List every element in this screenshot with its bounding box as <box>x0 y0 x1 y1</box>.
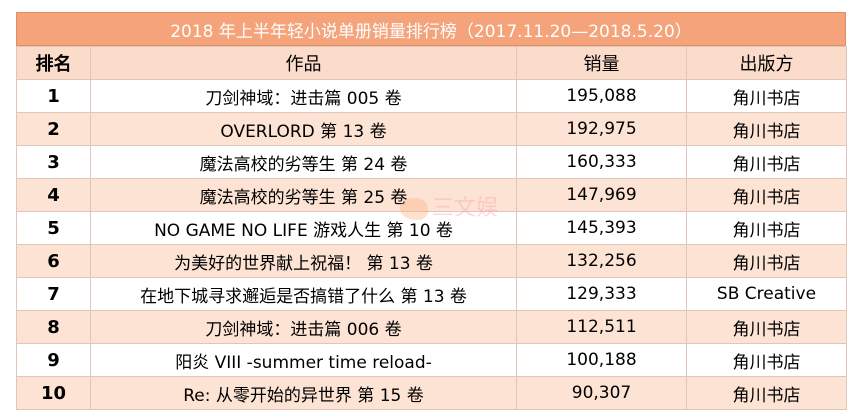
table-row: 10 Re: 从零开始的异世界 第 15 卷 90,307 角川书店 <box>16 376 847 410</box>
publisher-cell: 角川书店 <box>686 178 847 212</box>
rank-cell: 3 <box>16 145 91 179</box>
table-row: 8 刀剑神域：进击篇 006 卷 112,511 角川书店 <box>16 310 847 344</box>
table-row: 2 OVERLORD 第 13 卷 192,975 角川书店 <box>16 112 847 146</box>
publisher-cell: 角川书店 <box>686 79 847 113</box>
rank-cell: 6 <box>16 244 91 278</box>
table-title: 2018 年上半年轻小说单册销量排行榜（2017.11.20—2018.5.20… <box>16 12 846 46</box>
header-rank: 排名 <box>16 46 91 80</box>
table-row: 6 为美好的世界献上祝福！ 第 13 卷 132,256 角川书店 <box>16 244 847 278</box>
ranking-table-container: 2018 年上半年轻小说单册销量排行榜（2017.11.20—2018.5.20… <box>16 12 847 410</box>
sales-cell: 192,975 <box>516 112 687 146</box>
rank-cell: 10 <box>16 376 91 410</box>
sales-cell: 129,333 <box>516 277 687 311</box>
header-sales: 销量 <box>516 46 687 80</box>
table-row: 7 在地下城寻求邂逅是否搞错了什么 第 13 卷 129,333 SB Crea… <box>16 277 847 311</box>
sales-cell: 112,511 <box>516 310 687 344</box>
sales-cell: 100,188 <box>516 343 687 377</box>
work-cell: 魔法高校的劣等生 第 24 卷 <box>90 145 517 179</box>
publisher-cell: 角川书店 <box>686 310 847 344</box>
table-row: 4 魔法高校的劣等生 第 25 卷 147,969 角川书店 <box>16 178 847 212</box>
publisher-cell: 角川书店 <box>686 376 847 410</box>
rank-cell: 4 <box>16 178 91 212</box>
sales-cell: 90,307 <box>516 376 687 410</box>
header-publisher: 出版方 <box>686 46 847 80</box>
header-work: 作品 <box>90 46 517 80</box>
rank-cell: 8 <box>16 310 91 344</box>
work-cell: 在地下城寻求邂逅是否搞错了什么 第 13 卷 <box>90 277 517 311</box>
publisher-cell: 角川书店 <box>686 145 847 179</box>
work-cell: 刀剑神域：进击篇 006 卷 <box>90 310 517 344</box>
sales-cell: 147,969 <box>516 178 687 212</box>
publisher-cell: SB Creative <box>686 277 847 311</box>
rank-cell: 9 <box>16 343 91 377</box>
work-cell: OVERLORD 第 13 卷 <box>90 112 517 146</box>
publisher-cell: 角川书店 <box>686 211 847 245</box>
ranking-table: 排名 作品 销量 出版方 1 刀剑神域：进击篇 005 卷 195,088 角川… <box>16 46 847 410</box>
header-row: 排名 作品 销量 出版方 <box>16 46 847 80</box>
rank-cell: 7 <box>16 277 91 311</box>
publisher-cell: 角川书店 <box>686 112 847 146</box>
work-cell: 刀剑神域：进击篇 005 卷 <box>90 79 517 113</box>
work-cell: 为美好的世界献上祝福！ 第 13 卷 <box>90 244 517 278</box>
table-row: 3 魔法高校的劣等生 第 24 卷 160,333 角川书店 <box>16 145 847 179</box>
rank-cell: 5 <box>16 211 91 245</box>
work-cell: 魔法高校的劣等生 第 25 卷 <box>90 178 517 212</box>
sales-cell: 145,393 <box>516 211 687 245</box>
table-row: 9 阳炎 VIII -summer time reload- 100,188 角… <box>16 343 847 377</box>
rank-cell: 1 <box>16 79 91 113</box>
publisher-cell: 角川书店 <box>686 343 847 377</box>
sales-cell: 132,256 <box>516 244 687 278</box>
table-row: 1 刀剑神域：进击篇 005 卷 195,088 角川书店 <box>16 79 847 113</box>
sales-cell: 195,088 <box>516 79 687 113</box>
rank-cell: 2 <box>16 112 91 146</box>
work-cell: NO GAME NO LIFE 游戏人生 第 10 卷 <box>90 211 517 245</box>
work-cell: Re: 从零开始的异世界 第 15 卷 <box>90 376 517 410</box>
table-row: 5 NO GAME NO LIFE 游戏人生 第 10 卷 145,393 角川… <box>16 211 847 245</box>
sales-cell: 160,333 <box>516 145 687 179</box>
work-cell: 阳炎 VIII -summer time reload- <box>90 343 517 377</box>
publisher-cell: 角川书店 <box>686 244 847 278</box>
